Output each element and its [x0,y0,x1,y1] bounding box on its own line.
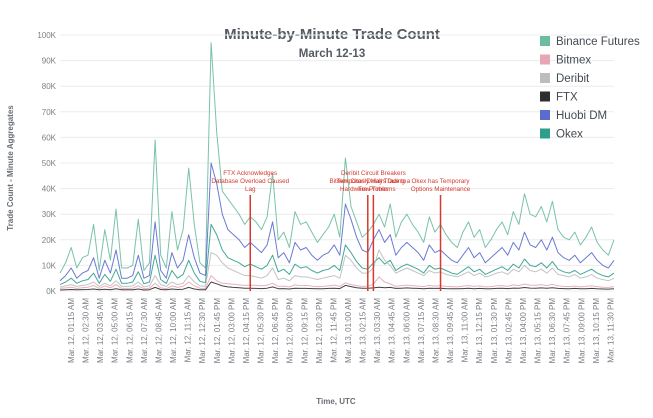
gridlines [60,34,614,292]
legend-label: FTX [556,92,578,104]
x-axis-ticks: Mar. 12, 01:15 AM Mar. 12, 02:30 AM Mar. 1… [67,298,615,364]
x-tick-label: Mar. 12, 08:00 PM [286,298,295,364]
annotation-text: Deribit Circuit Breakers [341,170,406,177]
x-tick-label: Mar. 12, 03:45 AM [96,298,105,363]
y-tick-label: 0K [46,287,56,296]
legend-label: Huobi DM [556,110,607,122]
x-tick-label: Mar. 13, 02:45 PM [504,298,513,364]
x-tick-label: Mar. 13, 04:00 PM [519,298,528,364]
y-tick-label: 90K [42,57,57,66]
x-tick-label: Mar. 12, 06:15 AM [125,298,134,363]
legend-swatch [540,128,550,139]
x-tick-label: Mar. 12, 01:15 AM [67,298,76,363]
annotation-text: FTX Acknowledges [223,170,277,177]
x-tick-label: Mar. 13, 03:30 AM [373,298,382,363]
y-tick-label: 40K [42,185,57,194]
x-tick-label: Mar. 12, 08:45 AM [155,298,164,363]
legend-swatch [540,54,550,65]
x-tick-label: Mar. 13, 01:30 PM [490,298,499,364]
chart-subtitle: March 12-13 [299,48,365,60]
series-line-ftx [59,281,615,291]
x-tick-label: Mar. 13, 06:30 PM [548,298,557,364]
y-tick-label: 50K [42,159,57,168]
annotation-text: Bitmex Cites Delays Due to [329,178,406,185]
series-line-bitmex [59,275,615,290]
x-tick-label: Mar. 13, 05:15 PM [534,298,543,364]
annotation-text: Lag [245,186,256,193]
series-lines [59,42,615,291]
x-axis-label: Time, UTC [316,397,356,406]
y-tick-label: 30K [42,210,57,219]
annotation-text: Few Times [358,186,388,193]
x-tick-label: Mar. 12, 11:45 PM [329,298,338,363]
y-axis-label: Trade Count - Minute Aggregates [6,105,15,231]
annotation-text: Hardware Problems [340,186,396,193]
x-tick-label: Mar. 13, 11:00 AM [461,298,470,363]
annotation-text: Options Maintenance [411,186,471,193]
x-tick-label: Mar. 13, 09:00 PM [577,298,586,364]
x-tick-label: Mar. 13, 07:45 PM [563,298,572,364]
x-tick-label: Mar. 13, 08:30 AM [432,298,441,363]
x-tick-label: Mar. 12, 04:15 PM [242,298,251,364]
legend-label: Deribit [556,73,590,85]
legend-swatch [540,110,550,120]
x-tick-label: Mar. 12, 06:45 PM [271,298,280,364]
legend-swatch [540,36,550,46]
legend-swatch [540,91,550,102]
x-tick-label: Mar. 12, 05:00 AM [111,298,120,363]
x-tick-label: Mar. 13, 11:30 PM [606,298,615,363]
series-line-deribit [59,249,615,288]
y-tick-label: 80K [42,82,57,91]
y-tick-label: 100K [37,31,56,40]
legend-label: Binance Futures [556,36,640,48]
x-tick-label: Mar. 13, 10:15 PM [592,298,601,364]
y-tick-label: 70K [42,108,57,117]
x-tick-label: Mar. 13, 12:15 PM [475,298,484,364]
x-tick-label: Mar. 12, 02:30 AM [82,298,91,363]
y-axis-ticks: 0K 10K 20K 30K 40K 50K 60K 70K 80K 90K 100K [37,31,56,296]
x-tick-label: Mar. 12, 10:00 AM [169,298,178,363]
series-line-binance-futures [59,42,615,274]
x-tick-label: Mar. 12, 10:30 PM [315,298,324,364]
legend-label: Bitmex [556,55,591,67]
y-tick-label: 20K [42,236,57,245]
annotation-text: Okex has Temporary [412,178,471,185]
x-tick-label: Mar. 12, 01:45 PM [213,298,222,364]
x-tick-label: Mar. 12, 09:15 PM [300,298,309,364]
x-tick-label: Mar. 12, 11:15 AM [184,298,193,363]
legend: Binance Futures Bitmex Deribit FTX Huobi DM O… [540,36,640,141]
annotation-text: Temporarily Halt Trading a [337,178,411,185]
y-tick-label: 60K [42,133,57,142]
y-tick-label: 10K [42,261,57,270]
x-tick-label: Mar. 13, 07:15 AM [417,298,426,363]
x-tick-label: Mar. 12, 03:00 PM [227,298,236,364]
legend-label: Okex [556,129,583,141]
x-tick-label: Mar. 13, 06:00 AM [402,298,411,363]
x-tick-label: Mar. 12, 07:30 AM [140,298,149,363]
series-line-huobi-dm [59,162,615,282]
x-tick-label: Mar. 12, 12:30 PM [198,298,207,364]
x-tick-label: Mar. 12, 05:30 PM [257,298,266,364]
x-tick-label: Mar. 13, 04:45 AM [388,298,397,363]
series-line-okex [59,223,615,286]
legend-swatch [540,73,550,83]
annotation-text: Database Overload Caused [211,178,289,185]
x-tick-label: Mar. 13, 01:00 AM [344,298,353,363]
x-tick-label: Mar. 13, 09:45 AM [446,298,455,363]
x-tick-label: Mar. 13, 02:15 AM [359,298,368,363]
